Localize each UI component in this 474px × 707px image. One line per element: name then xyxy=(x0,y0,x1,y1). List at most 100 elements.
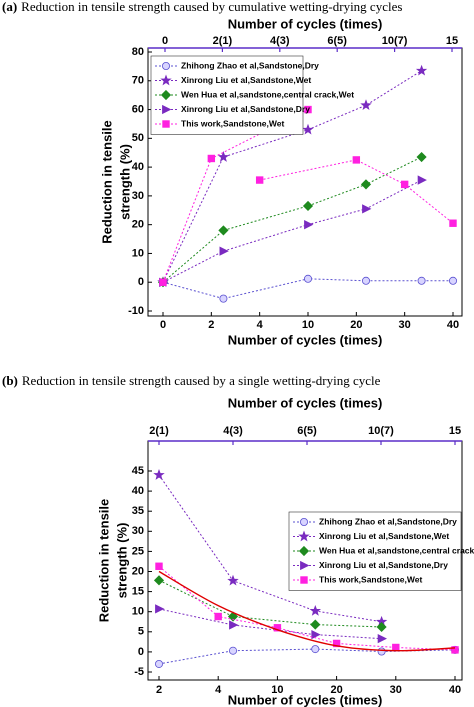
marker xyxy=(417,276,426,285)
legend-marker xyxy=(298,545,310,557)
title-text: Reduction in tensile strength caused by … xyxy=(21,0,402,14)
y-tick-label: 40 xyxy=(132,485,144,497)
x-tick-label: 40 xyxy=(447,319,459,331)
x-axis-label: Number of cycles (times) xyxy=(228,332,383,347)
legend-label: This work,Sandstone,Wet xyxy=(181,118,284,128)
x2-tick-label: 6(5) xyxy=(297,425,317,437)
legend-marker xyxy=(300,576,308,584)
y-tick-label: 5 xyxy=(138,626,144,638)
marker xyxy=(255,176,264,184)
x2-tick-label: 0 xyxy=(162,35,168,47)
y-tick-label: 60 xyxy=(132,103,144,115)
y-tick-label: 25 xyxy=(132,545,144,557)
marker xyxy=(304,220,314,230)
panel-label: (b) xyxy=(2,373,18,388)
marker xyxy=(303,274,312,283)
marker xyxy=(448,276,457,285)
marker xyxy=(415,64,428,76)
marker xyxy=(449,219,457,227)
series-line xyxy=(162,70,422,283)
x2-tick-label: 15 xyxy=(446,35,458,47)
marker xyxy=(400,180,409,189)
marker xyxy=(352,156,361,164)
marker xyxy=(417,175,427,185)
marker xyxy=(227,574,239,586)
y-tick-label: 10 xyxy=(132,247,144,259)
x2-tick-label: 2(1) xyxy=(149,425,169,437)
legend-marker xyxy=(300,560,310,571)
marker xyxy=(360,99,372,111)
marker xyxy=(377,647,386,656)
y-tick-label: 15 xyxy=(132,586,144,598)
legend-label: This work,Sandstone,Wet xyxy=(319,574,422,584)
y-tick-label: 80 xyxy=(132,46,144,58)
y-tick-label: 20 xyxy=(132,565,144,577)
y-tick-label: 30 xyxy=(132,190,144,202)
legend-marker xyxy=(160,74,172,86)
legend-label: Xinrong Liu et al,Sandstone,Dry xyxy=(319,560,448,570)
series-line xyxy=(158,608,382,640)
legend-box xyxy=(288,511,462,591)
x-tick-label: 2 xyxy=(156,684,162,696)
x-tick-label: 0 xyxy=(160,319,166,331)
marker xyxy=(159,278,167,286)
marker xyxy=(362,204,372,214)
marker xyxy=(302,123,314,135)
x-tick-label: 30 xyxy=(390,684,402,696)
marker xyxy=(155,562,163,570)
y-tick-label: -10 xyxy=(128,305,144,317)
marker xyxy=(155,604,165,614)
legend-label: Xinrong Liu et al,Sandstone,Wet xyxy=(181,75,311,85)
x2-axis-label: Number of cycles (times) xyxy=(228,395,383,410)
panel-title: (a) Reduction in tensile strength caused … xyxy=(2,0,402,14)
y-tick-label: 70 xyxy=(132,75,144,87)
series-line xyxy=(162,278,453,300)
y-tick-label: -5 xyxy=(134,666,144,678)
marker xyxy=(228,646,237,655)
series-line xyxy=(162,179,422,283)
panel-label: (a) xyxy=(2,0,17,14)
x-tick-label: 2 xyxy=(208,319,214,331)
marker xyxy=(273,624,282,632)
y-tick-label: 45 xyxy=(132,465,144,477)
x2-tick-label: 2(1) xyxy=(213,35,233,47)
legend-marker xyxy=(299,518,308,527)
marker xyxy=(304,105,312,114)
marker xyxy=(153,575,165,586)
marker xyxy=(360,179,372,190)
marker xyxy=(219,294,228,303)
marker xyxy=(154,659,163,668)
legend-label: Zhihong Zhao et al,Sandstone,Dry xyxy=(319,516,457,526)
x2-tick-label: 10(7) xyxy=(368,425,394,437)
x2-tick-label: 10(7) xyxy=(382,35,408,47)
legend-label: Xinrong Liu et al,Sandstone,Wet xyxy=(319,531,449,541)
marker xyxy=(207,154,216,163)
marker xyxy=(218,225,229,236)
fit-curve xyxy=(158,570,456,652)
marker xyxy=(377,633,387,644)
x-tick-label: 4 xyxy=(257,319,264,331)
x-tick-label: 40 xyxy=(449,684,461,696)
y-axis-label: strength (%) xyxy=(114,523,129,599)
marker xyxy=(310,619,321,630)
y-tick-label: 35 xyxy=(132,505,144,517)
y-axis-label: Reduction in tensile xyxy=(96,499,111,623)
x-tick-label: 4 xyxy=(215,684,222,696)
series-line xyxy=(158,579,382,628)
series-line xyxy=(158,565,456,651)
series-line xyxy=(158,648,456,665)
marker xyxy=(311,629,321,640)
legend-marker xyxy=(160,89,172,101)
series-line xyxy=(259,159,454,224)
y-tick-label: 50 xyxy=(132,132,144,144)
panel-title: (b) Reduction in tensile strength caused … xyxy=(2,373,381,388)
y-tick-label: 40 xyxy=(132,161,144,173)
marker xyxy=(214,612,222,621)
legend-label: Xinrong Liu et al,Sandstone,Dry xyxy=(181,104,310,114)
series-line xyxy=(158,474,382,623)
x2-tick-label: 15 xyxy=(449,425,461,437)
x-tick-label: 20 xyxy=(350,319,362,331)
legend-marker xyxy=(298,530,310,542)
legend-marker xyxy=(162,120,170,128)
